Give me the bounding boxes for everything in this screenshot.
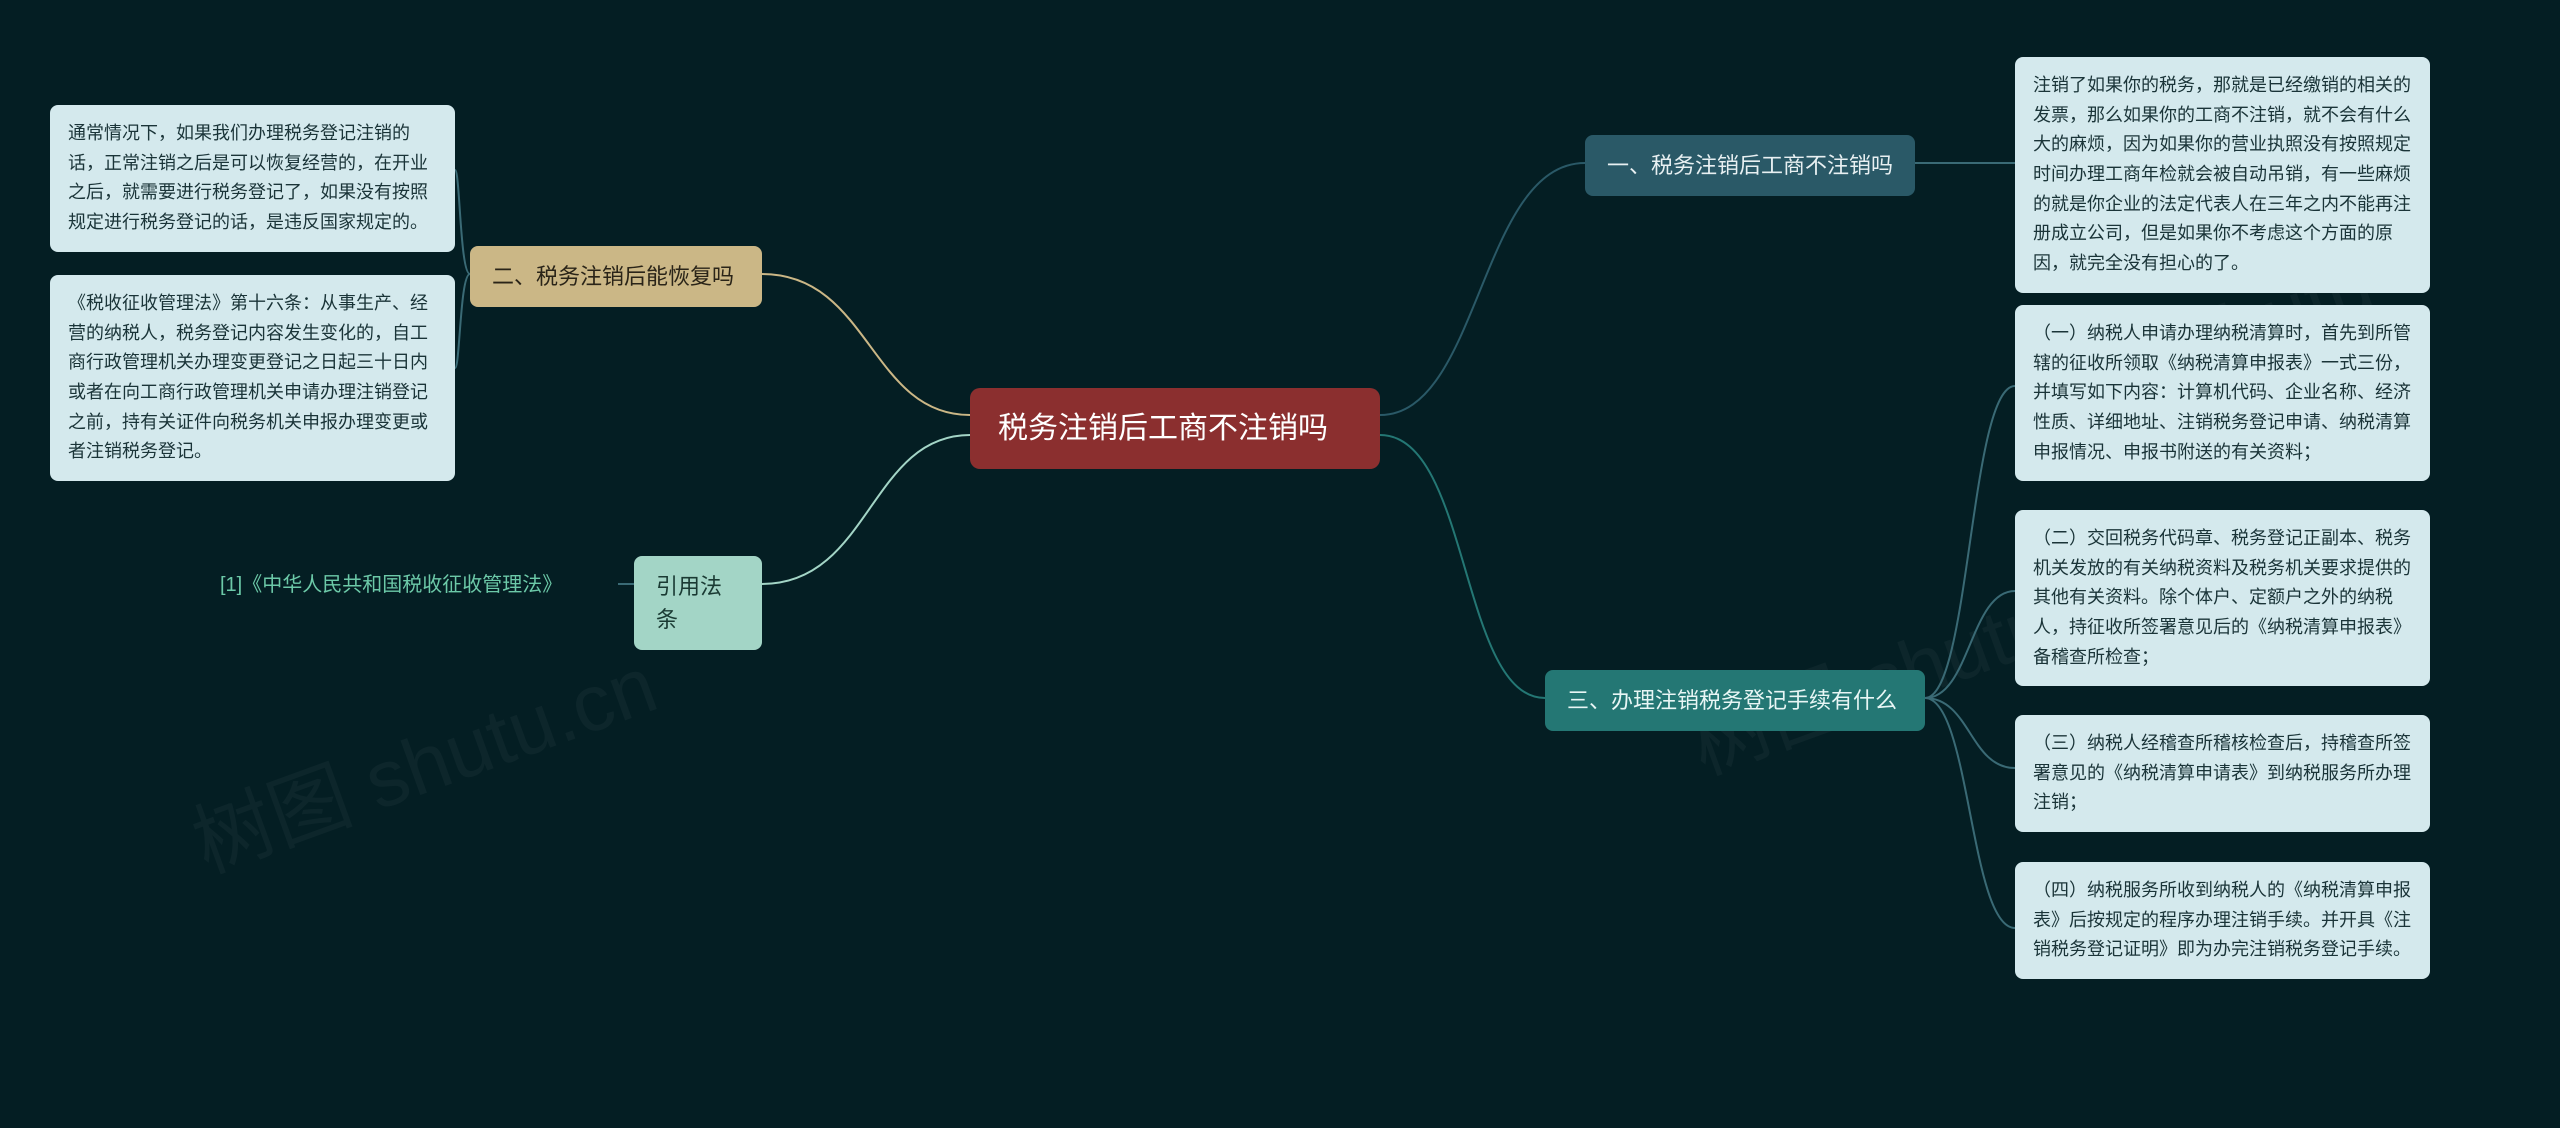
branch-cancel-procedures[interactable]: 三、办理注销税务登记手续有什么 bbox=[1545, 670, 1925, 731]
watermark: 树图 shutu.cn bbox=[175, 621, 670, 896]
branch-law-reference[interactable]: 引用法条 bbox=[634, 556, 762, 650]
mindmap-root[interactable]: 税务注销后工商不注销吗 bbox=[970, 388, 1380, 469]
leaf-text: 注销了如果你的税务，那就是已经缴销的相关的发票，那么如果你的工商不注销，就不会有… bbox=[2015, 57, 2430, 293]
leaf-text: 通常情况下，如果我们办理税务登记注销的话，正常注销之后是可以恢复经营的，在开业之… bbox=[50, 105, 455, 252]
branch-tax-cancel-no-business-cancel[interactable]: 一、税务注销后工商不注销吗 bbox=[1585, 135, 1915, 196]
branch-tax-cancel-recoverable[interactable]: 二、税务注销后能恢复吗 bbox=[470, 246, 762, 307]
leaf-text: （三）纳税人经稽查所稽核检查后，持稽查所签署意见的《纳税清算申请表》到纳税服务所… bbox=[2015, 715, 2430, 832]
leaf-text: （四）纳税服务所收到纳税人的《纳税清算申报表》后按规定的程序办理注销手续。并开具… bbox=[2015, 862, 2430, 979]
law-reference-link[interactable]: [1]《中华人民共和国税收征收管理法》 bbox=[220, 570, 620, 600]
leaf-text: 《税收征收管理法》第十六条：从事生产、经营的纳税人，税务登记内容发生变化的，自工… bbox=[50, 275, 455, 481]
leaf-text: （一）纳税人申请办理纳税清算时，首先到所管辖的征收所领取《纳税清算申报表》一式三… bbox=[2015, 305, 2430, 481]
leaf-text: （二）交回税务代码章、税务登记正副本、税务机关发放的有关纳税资料及税务机关要求提… bbox=[2015, 510, 2430, 686]
